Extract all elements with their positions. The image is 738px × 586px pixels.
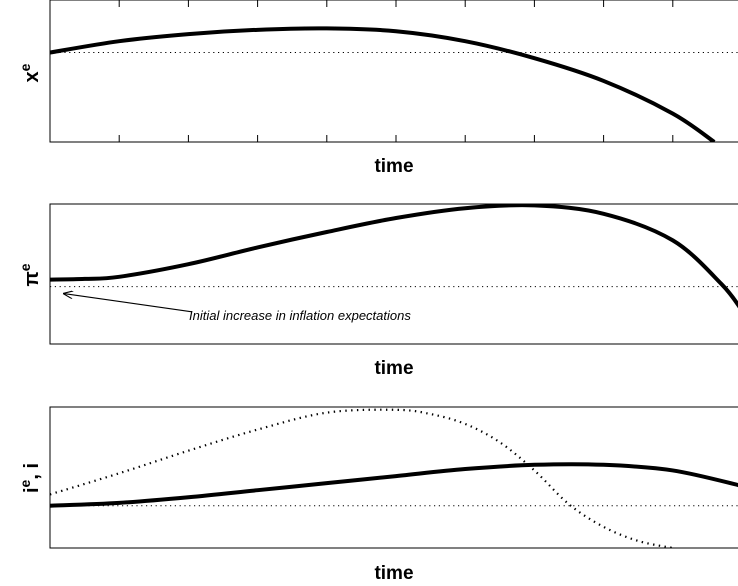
panel-2-series-1-line [50, 204, 738, 309]
panel-2-ylabel: πe [17, 263, 43, 286]
panel-2-xlabel: time [374, 358, 413, 379]
panel-2-plot-area [49, 203, 738, 345]
panel-3-series-2-line [50, 408, 674, 548]
panel-1-ylabel: xe [17, 63, 43, 82]
panel-3-xlabel: time [374, 563, 413, 584]
panel-2-annotation-arrow [64, 294, 192, 313]
panel-1-plot-area [49, 0, 738, 143]
panel-3-ylabel: ie, i [17, 463, 43, 493]
panel-3-series-1-line [50, 462, 738, 508]
panel-3: time ie, i [17, 406, 738, 584]
panel-3-plot-area [49, 406, 738, 549]
panel-2-annotation-text: Initial increase in inflation expectatio… [189, 308, 411, 323]
panel-3-frame [49, 406, 738, 549]
panel-1-frame [49, 0, 738, 143]
panel-2-frame [49, 203, 738, 345]
panel-1-series-1-line [50, 26, 716, 142]
panel-2: time πe Initial increase in inflation ex… [17, 203, 738, 379]
panel-1-xlabel: time [374, 156, 413, 177]
panel-1: time xe [17, 0, 738, 177]
